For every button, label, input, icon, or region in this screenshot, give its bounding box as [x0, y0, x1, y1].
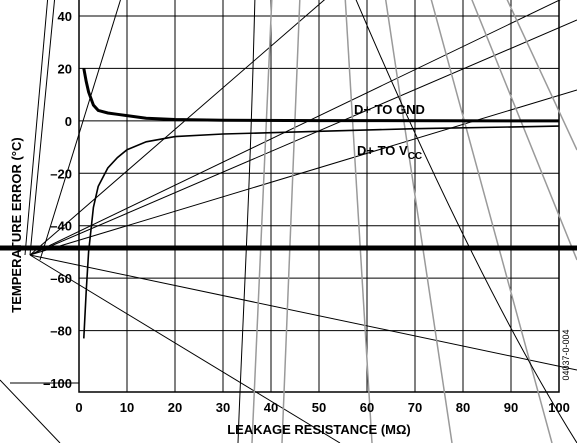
artifact-line-gray [344, 0, 373, 443]
series-line-vcc [83, 125, 560, 339]
annotation-vcc: D+ TO VCC [357, 143, 422, 162]
annotation-vcc-main: D+ TO V [357, 143, 408, 158]
y-tick-label: –80 [50, 324, 72, 339]
y-tick-label: –100 [43, 376, 72, 391]
x-tick-label: 50 [312, 400, 326, 415]
artifact-line [29, 0, 56, 256]
series-group [82, 68, 560, 339]
artifact-line [24, 0, 49, 256]
annotation-vcc-sub: CC [408, 151, 422, 162]
artifact-line-gray [251, 0, 273, 443]
x-tick-label: 0 [75, 400, 82, 415]
x-tick-labels: 0 10 20 30 40 50 60 70 80 90 100 [75, 400, 569, 415]
y-tick-label: –40 [50, 219, 72, 234]
y-tick-labels: 40 20 0 –20 –40 –60 –80 –100 [43, 9, 72, 391]
y-tick-label: 40 [58, 9, 72, 24]
y-axis-label: TEMPERATURE ERROR (°C) [9, 137, 24, 312]
artifact-line [0, 379, 61, 443]
x-tick-label: 90 [504, 400, 518, 415]
artifact-line-gray [281, 0, 301, 443]
figure-id: 04037-0-004 [561, 329, 571, 380]
artifact-curve [355, 0, 577, 443]
x-tick-label: 100 [548, 400, 570, 415]
artifact-line-gray [506, 0, 577, 151]
y-tick-label: 20 [58, 61, 72, 76]
x-tick-label: 20 [168, 400, 182, 415]
annotation-gnd: D+ TO GND [354, 102, 425, 117]
artifact-line [29, 0, 325, 256]
artifact-line [39, 0, 121, 261]
x-tick-label: 80 [456, 400, 470, 415]
y-tick-label: –60 [50, 271, 72, 286]
artifact-line-gray [384, 0, 453, 443]
x-axis-label: LEAKAGE RESISTANCE (MΩ) [227, 422, 411, 437]
artifact-curve [237, 0, 256, 443]
x-tick-label: 70 [408, 400, 422, 415]
artifact-line [29, 19, 577, 256]
artifact-line [29, 0, 561, 256]
x-tick-label: 30 [216, 400, 230, 415]
y-tick-label: –20 [50, 166, 72, 181]
artifact-line [29, 254, 577, 371]
artifact-line-gray [430, 0, 553, 443]
y-tick-label: 0 [65, 114, 72, 129]
artifact-line [29, 254, 341, 443]
x-tick-label: 10 [120, 400, 134, 415]
x-tick-label: 40 [264, 400, 278, 415]
artifact-line [29, 89, 577, 256]
series-line-gnd [82, 68, 560, 123]
x-tick-label: 60 [360, 400, 374, 415]
